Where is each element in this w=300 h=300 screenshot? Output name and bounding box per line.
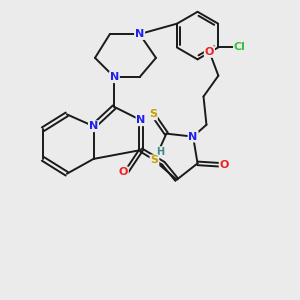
Text: O: O <box>118 167 128 177</box>
Text: N: N <box>110 72 119 82</box>
Text: O: O <box>220 160 229 170</box>
Text: S: S <box>151 155 158 165</box>
Text: O: O <box>205 47 214 57</box>
Text: S: S <box>149 109 157 119</box>
Text: N: N <box>89 121 98 131</box>
Text: N: N <box>136 115 146 125</box>
Text: Cl: Cl <box>234 43 246 52</box>
Text: N: N <box>135 29 144 39</box>
Text: H: H <box>156 147 164 157</box>
Text: N: N <box>188 132 198 142</box>
